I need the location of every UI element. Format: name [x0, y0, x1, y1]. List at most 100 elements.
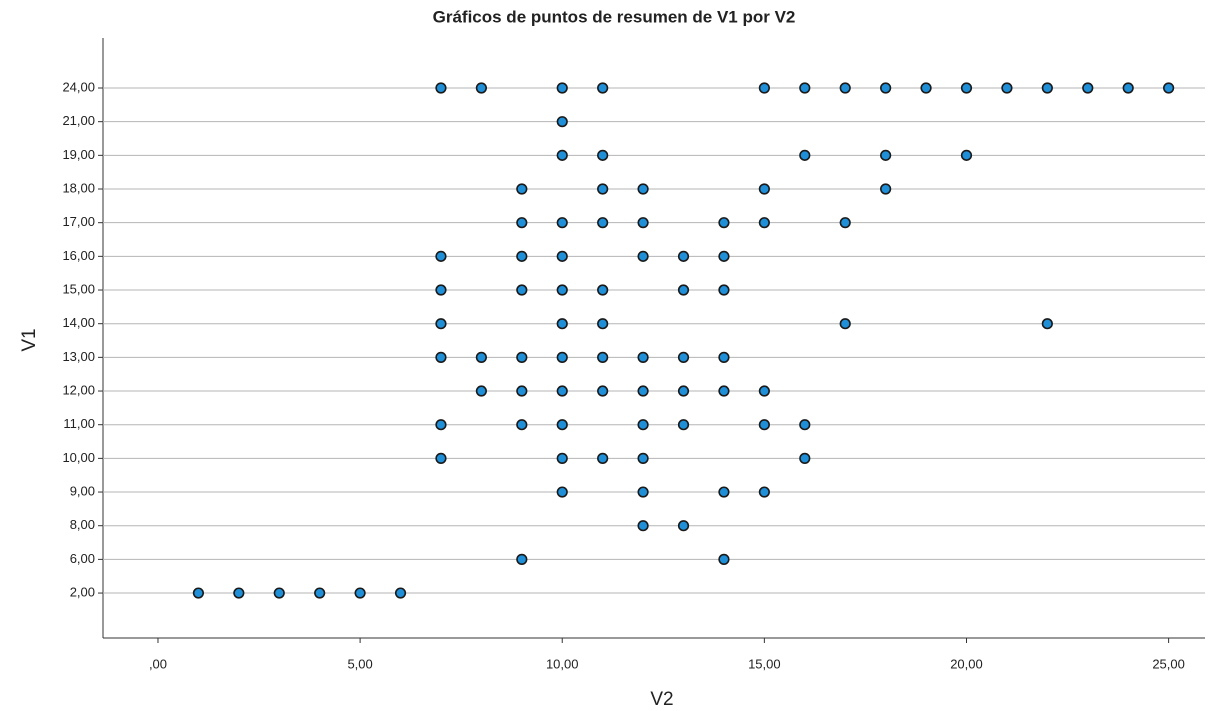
- dot: [960, 149, 973, 161]
- dot: [556, 284, 568, 296]
- y-tick-label: 6,00: [70, 551, 95, 566]
- dot: [556, 351, 568, 363]
- dot: [677, 351, 690, 363]
- dot: [637, 486, 649, 498]
- dot: [839, 82, 851, 94]
- dot: [516, 553, 528, 565]
- y-tick-label: 24,00: [62, 79, 95, 94]
- dot: [556, 486, 568, 498]
- y-tick-label: 14,00: [62, 315, 95, 330]
- dot: [354, 587, 366, 599]
- dot: [880, 82, 892, 94]
- dot: [475, 385, 487, 397]
- dot: [435, 452, 447, 464]
- y-tick-label: 16,00: [62, 248, 95, 263]
- dot: [758, 419, 770, 431]
- y-tick-label: 9,00: [70, 483, 95, 498]
- dot: [799, 419, 811, 431]
- y-tick-label: 21,00: [62, 113, 95, 128]
- y-tick-label: 10,00: [62, 450, 95, 465]
- dot: [637, 250, 649, 262]
- dot: [1163, 82, 1175, 94]
- dot: [758, 486, 770, 498]
- dot: [435, 351, 447, 363]
- dot: [677, 250, 690, 262]
- dot: [597, 82, 609, 94]
- y-axis-title: V1: [19, 328, 40, 351]
- dot: [880, 183, 892, 195]
- y-tick-label: 18,00: [62, 180, 95, 195]
- dot: [435, 419, 447, 431]
- dot: [758, 217, 770, 229]
- dot: [758, 385, 770, 397]
- dot: [516, 351, 528, 363]
- dot: [718, 486, 730, 498]
- dot: [435, 284, 447, 296]
- dot: [273, 587, 285, 599]
- chart-title: Gráficos de puntos de resumen de V1 por …: [433, 7, 796, 26]
- dot: [516, 183, 528, 195]
- dot: [192, 587, 205, 599]
- y-tick-label: 15,00: [62, 281, 95, 296]
- dot: [556, 149, 568, 161]
- dot: [758, 183, 770, 195]
- dot: [516, 284, 528, 296]
- dot: [516, 385, 528, 397]
- dot: [556, 250, 568, 262]
- dot: [314, 587, 326, 599]
- x-tick-label: 5,00: [347, 656, 372, 671]
- y-tick-label: 17,00: [62, 214, 95, 229]
- dot: [799, 452, 811, 464]
- dot: [435, 82, 447, 94]
- dot: [597, 149, 609, 161]
- dot: [880, 149, 892, 161]
- dot: [597, 217, 609, 229]
- dot: [758, 82, 770, 94]
- dot: [718, 351, 730, 363]
- dot: [435, 250, 447, 262]
- dot: [516, 217, 528, 229]
- dot: [556, 217, 568, 229]
- dot: [677, 419, 690, 431]
- x-tick-label: 20,00: [950, 656, 983, 671]
- dot: [1041, 82, 1053, 94]
- dot: [839, 217, 851, 229]
- dot: [597, 452, 609, 464]
- dot: [799, 149, 811, 161]
- dot: [516, 419, 528, 431]
- dot: [960, 82, 973, 94]
- dot: [394, 587, 407, 599]
- dot: [920, 82, 932, 94]
- dot: [597, 183, 609, 195]
- x-tick-label: ,00: [149, 656, 167, 671]
- dot: [637, 452, 649, 464]
- dot: [637, 183, 649, 195]
- dot: [718, 385, 730, 397]
- y-tick-label: 13,00: [62, 349, 95, 364]
- dot: [233, 587, 245, 599]
- x-tick-label: 25,00: [1152, 656, 1185, 671]
- x-tick-label: 15,00: [748, 656, 781, 671]
- dot: [1122, 82, 1134, 94]
- dot: [718, 553, 730, 565]
- y-tick-label: 8,00: [70, 517, 95, 532]
- dot: [597, 284, 609, 296]
- dot: [435, 318, 447, 330]
- dot: [597, 351, 609, 363]
- x-axis-title: V2: [650, 689, 673, 710]
- dot: [556, 116, 568, 128]
- dot: [516, 250, 528, 262]
- dot: [677, 284, 690, 296]
- y-tick-label: 19,00: [62, 147, 95, 162]
- dot: [556, 452, 568, 464]
- x-tick-label: 10,00: [546, 656, 579, 671]
- dot: [637, 351, 649, 363]
- y-tick-label: 2,00: [70, 584, 95, 599]
- dot: [556, 419, 568, 431]
- dot: [556, 82, 568, 94]
- dot: [597, 318, 609, 330]
- dot: [1001, 82, 1013, 94]
- dot: [1082, 82, 1094, 94]
